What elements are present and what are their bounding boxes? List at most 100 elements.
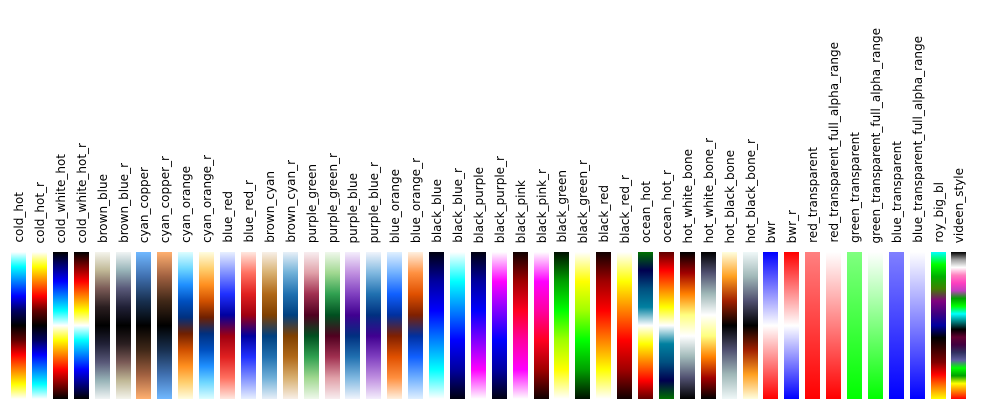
colormap-label: hot_white_bone — [681, 148, 695, 243]
colormap-column: brown_blue — [95, 0, 110, 420]
colormap-swatch — [429, 252, 444, 399]
colormap-swatch — [345, 252, 360, 399]
colormap-label: ocean_hot — [639, 181, 653, 243]
colormap-swatch — [868, 252, 883, 399]
colormap-column: brown_cyan — [262, 0, 277, 420]
colormap-label: cyan_copper — [137, 166, 151, 243]
colormap-label: cold_white_hot — [54, 153, 68, 243]
colormap-column: black_green — [554, 0, 569, 420]
colormap-column: blue_transparent_full_alpha_range — [910, 0, 925, 420]
colormap-column: black_red — [596, 0, 611, 420]
colormap-column: cyan_copper_r — [157, 0, 172, 420]
colormap-column: black_pink — [513, 0, 528, 420]
colormap-label: brown_blue_r — [117, 163, 131, 243]
colormap-column: blue_orange — [387, 0, 402, 420]
colormap-label: blue_orange_r — [409, 157, 423, 243]
colormap-label: red_transparent_full_alpha_range — [827, 42, 841, 243]
colormap-swatch — [74, 252, 89, 399]
colormap-column: brown_cyan_r — [283, 0, 298, 420]
colormap-column: blue_orange_r — [408, 0, 423, 420]
colormap-swatch — [722, 252, 737, 399]
colormap-swatch — [805, 252, 820, 399]
colormap-label: blue_orange — [388, 168, 402, 243]
colormap-column: ocean_hot_r — [659, 0, 674, 420]
colormap-column: black_blue_r — [450, 0, 465, 420]
colormap-column: black_purple — [471, 0, 486, 420]
colormap-column: red_transparent_full_alpha_range — [826, 0, 841, 420]
colormap-swatch — [826, 252, 841, 399]
colormap-column: black_pink_r — [534, 0, 549, 420]
colormap-swatch — [450, 252, 465, 399]
colormap-swatch — [136, 252, 151, 399]
colormap-swatch — [743, 252, 758, 399]
colormap-label: black_red_r — [618, 174, 632, 243]
colormap-swatch — [534, 252, 549, 399]
colormap-swatch — [951, 252, 966, 399]
colormap-label: cold_hot — [12, 192, 26, 243]
colormap-swatch — [304, 252, 319, 399]
colormap-label: brown_blue — [96, 174, 110, 243]
colormap-swatch — [366, 252, 381, 399]
colormap-swatch — [575, 252, 590, 399]
colormap-label: cyan_copper_r — [158, 155, 172, 243]
colormap-swatch — [116, 252, 131, 399]
colormap-label: black_red — [597, 185, 611, 243]
colormap-swatch — [471, 252, 486, 399]
colormap-swatch — [157, 252, 172, 399]
colormap-label: green_transparent — [848, 132, 862, 243]
colormap-swatch — [638, 252, 653, 399]
colormap-swatch — [241, 252, 256, 399]
colormap-column: cold_hot_r — [32, 0, 47, 420]
colormap-swatch — [178, 252, 193, 399]
colormap-column: cold_white_hot — [53, 0, 68, 420]
colormap-swatch — [492, 252, 507, 399]
colormap-column: videen_style — [951, 0, 966, 420]
colormap-column: cyan_orange — [178, 0, 193, 420]
colormap-swatch — [32, 252, 47, 399]
colormap-label: black_green_r — [576, 159, 590, 243]
colormap-swatch — [659, 252, 674, 399]
colormap-label: videen_style — [952, 167, 966, 243]
colormap-swatch — [262, 252, 277, 399]
colormap-column: purple_blue — [345, 0, 360, 420]
colormap-swatch — [617, 252, 632, 399]
colormap-column: green_transparent — [847, 0, 862, 420]
colormap-label: purple_green_r — [326, 152, 340, 243]
colormap-label: purple_green — [305, 163, 319, 243]
colormap-column: cold_hot — [11, 0, 26, 420]
colormap-column: red_transparent — [805, 0, 820, 420]
colormap-swatch — [596, 252, 611, 399]
colormap-label: black_green — [555, 170, 569, 243]
colormap-column: hot_black_bone_r — [743, 0, 758, 420]
colormap-label: hot_black_bone — [723, 149, 737, 243]
colormap-swatch — [784, 252, 799, 399]
colormap-swatch — [283, 252, 298, 399]
colormap-label: cyan_orange — [179, 166, 193, 243]
colormap-column: blue_transparent — [889, 0, 904, 420]
colormap-label: brown_cyan — [263, 171, 277, 243]
colormap-swatch — [220, 252, 235, 399]
colormap-label: green_transparent_full_alpha_range — [869, 27, 883, 244]
colormap-swatch — [554, 252, 569, 399]
colormap-label: black_pink_r — [535, 168, 549, 243]
colormap-swatch — [701, 252, 716, 399]
colormap-column: hot_white_bone — [680, 0, 695, 420]
colormap-swatch — [763, 252, 778, 399]
colormap-column: bwr — [763, 0, 778, 420]
colormap-swatch — [387, 252, 402, 399]
colormap-label: bwr — [764, 220, 778, 243]
colormap-label: black_blue_r — [451, 168, 465, 243]
colormap-swatch — [931, 252, 946, 399]
colormap-column: cyan_copper — [136, 0, 151, 420]
colormap-label: cyan_orange_r — [200, 155, 214, 243]
colormap-column: cold_white_hot_r — [74, 0, 89, 420]
colormap-column: blue_red — [220, 0, 235, 420]
colormap-swatch — [513, 252, 528, 399]
colormap-label: cold_hot_r — [33, 181, 47, 243]
colormap-label: black_blue — [430, 179, 444, 243]
colormap-column: purple_green — [304, 0, 319, 420]
colormap-swatch — [408, 252, 423, 399]
colormap-swatch — [910, 252, 925, 399]
colormap-column: black_green_r — [575, 0, 590, 420]
colormap-label: blue_transparent_full_alpha_range — [911, 36, 925, 243]
